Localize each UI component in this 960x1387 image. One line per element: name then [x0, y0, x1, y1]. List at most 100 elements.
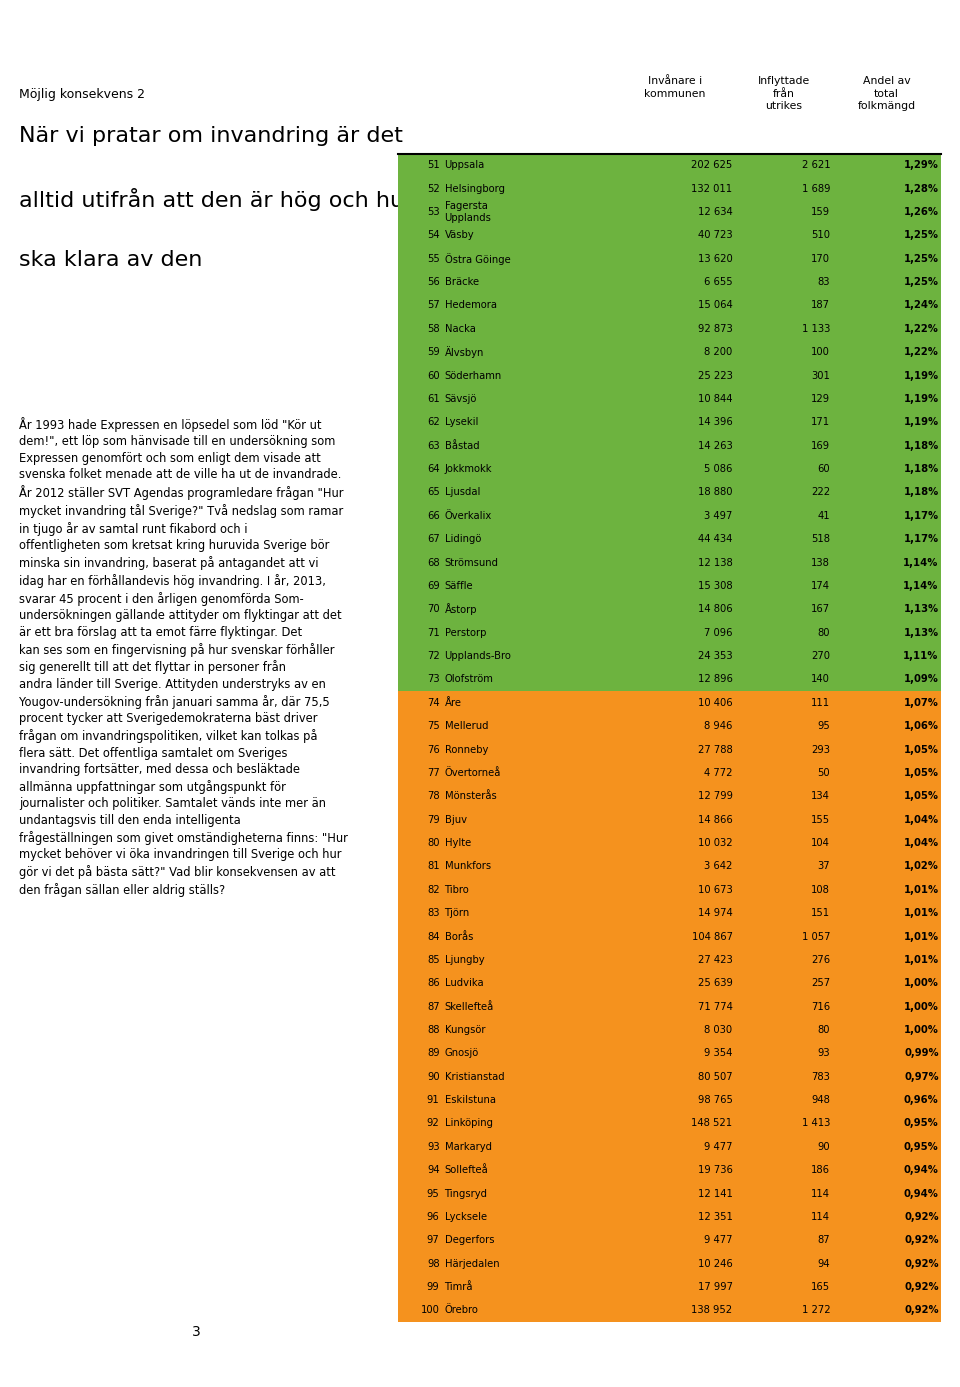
Text: 1,13%: 1,13% — [903, 628, 939, 638]
Text: År 1993 hade Expressen en löpsedel som löd "Kör ut
dem!", ett löp som hänvisade : År 1993 hade Expressen en löpsedel som l… — [19, 416, 348, 897]
Text: 94: 94 — [818, 1259, 830, 1269]
Text: 14 866: 14 866 — [698, 814, 732, 825]
Bar — [398, 878, 941, 902]
Bar — [398, 503, 941, 527]
Text: 1,05%: 1,05% — [903, 791, 939, 802]
Text: 19 736: 19 736 — [698, 1165, 732, 1175]
Text: 84: 84 — [427, 932, 440, 942]
Text: Lidingö: Lidingö — [444, 534, 481, 544]
Text: 8 030: 8 030 — [705, 1025, 732, 1035]
Text: 10 844: 10 844 — [698, 394, 732, 404]
Text: Uppsala: Uppsala — [444, 161, 485, 171]
Text: 95: 95 — [427, 1189, 440, 1198]
Text: 510: 510 — [811, 230, 830, 240]
Bar — [398, 200, 941, 223]
Text: Gnosjö: Gnosjö — [444, 1049, 479, 1058]
Text: Jokkmokk: Jokkmokk — [444, 465, 492, 474]
Text: 1,17%: 1,17% — [903, 534, 939, 544]
Text: 15 064: 15 064 — [698, 301, 732, 311]
Text: 44 434: 44 434 — [698, 534, 732, 544]
Text: 14 974: 14 974 — [698, 908, 732, 918]
Text: 5 086: 5 086 — [704, 465, 732, 474]
Text: 104 867: 104 867 — [691, 932, 732, 942]
Text: 0,95%: 0,95% — [904, 1118, 939, 1129]
Text: Lysekil: Lysekil — [444, 417, 478, 427]
Text: 167: 167 — [811, 605, 830, 614]
Bar — [398, 761, 941, 785]
Text: 12 141: 12 141 — [698, 1189, 732, 1198]
Text: 108: 108 — [811, 885, 830, 895]
Text: 4 772: 4 772 — [704, 768, 732, 778]
Text: 6 655: 6 655 — [704, 277, 732, 287]
Text: 89: 89 — [427, 1049, 440, 1058]
Bar — [398, 178, 941, 200]
Text: 171: 171 — [811, 417, 830, 427]
Text: Tibro: Tibro — [444, 885, 469, 895]
Bar — [398, 1229, 941, 1252]
Bar — [398, 1252, 941, 1276]
Text: 81: 81 — [427, 861, 440, 871]
Text: 88: 88 — [427, 1025, 440, 1035]
Text: 0,94%: 0,94% — [903, 1189, 939, 1198]
Text: Hylte: Hylte — [444, 838, 470, 847]
Bar — [398, 738, 941, 761]
Bar — [398, 994, 941, 1018]
Text: 1,04%: 1,04% — [903, 838, 939, 847]
Text: 1,01%: 1,01% — [903, 954, 939, 965]
Text: 80: 80 — [818, 1025, 830, 1035]
Text: 783: 783 — [811, 1072, 830, 1082]
Text: 1 689: 1 689 — [802, 183, 830, 194]
Text: 1 413: 1 413 — [802, 1118, 830, 1129]
Text: 129: 129 — [811, 394, 830, 404]
Text: 8 946: 8 946 — [704, 721, 732, 731]
Text: 1,07%: 1,07% — [903, 698, 939, 707]
Text: 1 133: 1 133 — [802, 323, 830, 334]
Text: 50: 50 — [818, 768, 830, 778]
Text: 270: 270 — [811, 651, 830, 662]
Text: 73: 73 — [427, 674, 440, 684]
Text: Markaryd: Markaryd — [444, 1142, 492, 1151]
Text: Sävsjö: Sävsjö — [444, 394, 477, 404]
Text: 114: 114 — [811, 1212, 830, 1222]
Text: 1,02%: 1,02% — [903, 861, 939, 871]
Text: 95: 95 — [817, 721, 830, 731]
Text: 76: 76 — [427, 745, 440, 755]
Bar — [398, 1018, 941, 1042]
Text: Helsingborg: Helsingborg — [444, 183, 505, 194]
Text: Inflyttade
från
utrikes: Inflyttade från utrikes — [757, 76, 809, 111]
Bar — [398, 785, 941, 809]
Text: Väsby: Väsby — [444, 230, 474, 240]
Bar — [398, 1042, 941, 1065]
Text: 222: 222 — [811, 487, 830, 498]
Text: 72: 72 — [427, 651, 440, 662]
Text: 87: 87 — [818, 1236, 830, 1246]
Text: Strömsund: Strömsund — [444, 558, 498, 567]
Text: 41: 41 — [818, 510, 830, 520]
Bar — [398, 831, 941, 854]
Text: 1,19%: 1,19% — [903, 417, 939, 427]
Bar — [398, 971, 941, 994]
Text: 1,05%: 1,05% — [903, 745, 939, 755]
Text: Skellefteå: Skellefteå — [444, 1001, 493, 1011]
Text: 138: 138 — [811, 558, 830, 567]
Text: 0,92%: 0,92% — [904, 1212, 939, 1222]
Text: Mönsterås: Mönsterås — [444, 791, 496, 802]
Text: 93: 93 — [818, 1049, 830, 1058]
Text: Kungsör: Kungsör — [444, 1025, 485, 1035]
Text: 1,18%: 1,18% — [903, 465, 939, 474]
Bar — [398, 363, 941, 387]
Bar — [398, 340, 941, 363]
Text: 1,18%: 1,18% — [903, 487, 939, 498]
Text: 0,97%: 0,97% — [904, 1072, 939, 1082]
Text: 3 642: 3 642 — [704, 861, 732, 871]
Text: 90: 90 — [818, 1142, 830, 1151]
Text: 52: 52 — [427, 183, 440, 194]
Text: 1,25%: 1,25% — [903, 254, 939, 264]
Text: 1,25%: 1,25% — [903, 277, 939, 287]
Text: 155: 155 — [811, 814, 830, 825]
Text: 77: 77 — [427, 768, 440, 778]
Bar — [398, 621, 941, 645]
Text: 948: 948 — [811, 1096, 830, 1105]
Text: Tingsryd: Tingsryd — [444, 1189, 488, 1198]
Text: 1,14%: 1,14% — [903, 581, 939, 591]
